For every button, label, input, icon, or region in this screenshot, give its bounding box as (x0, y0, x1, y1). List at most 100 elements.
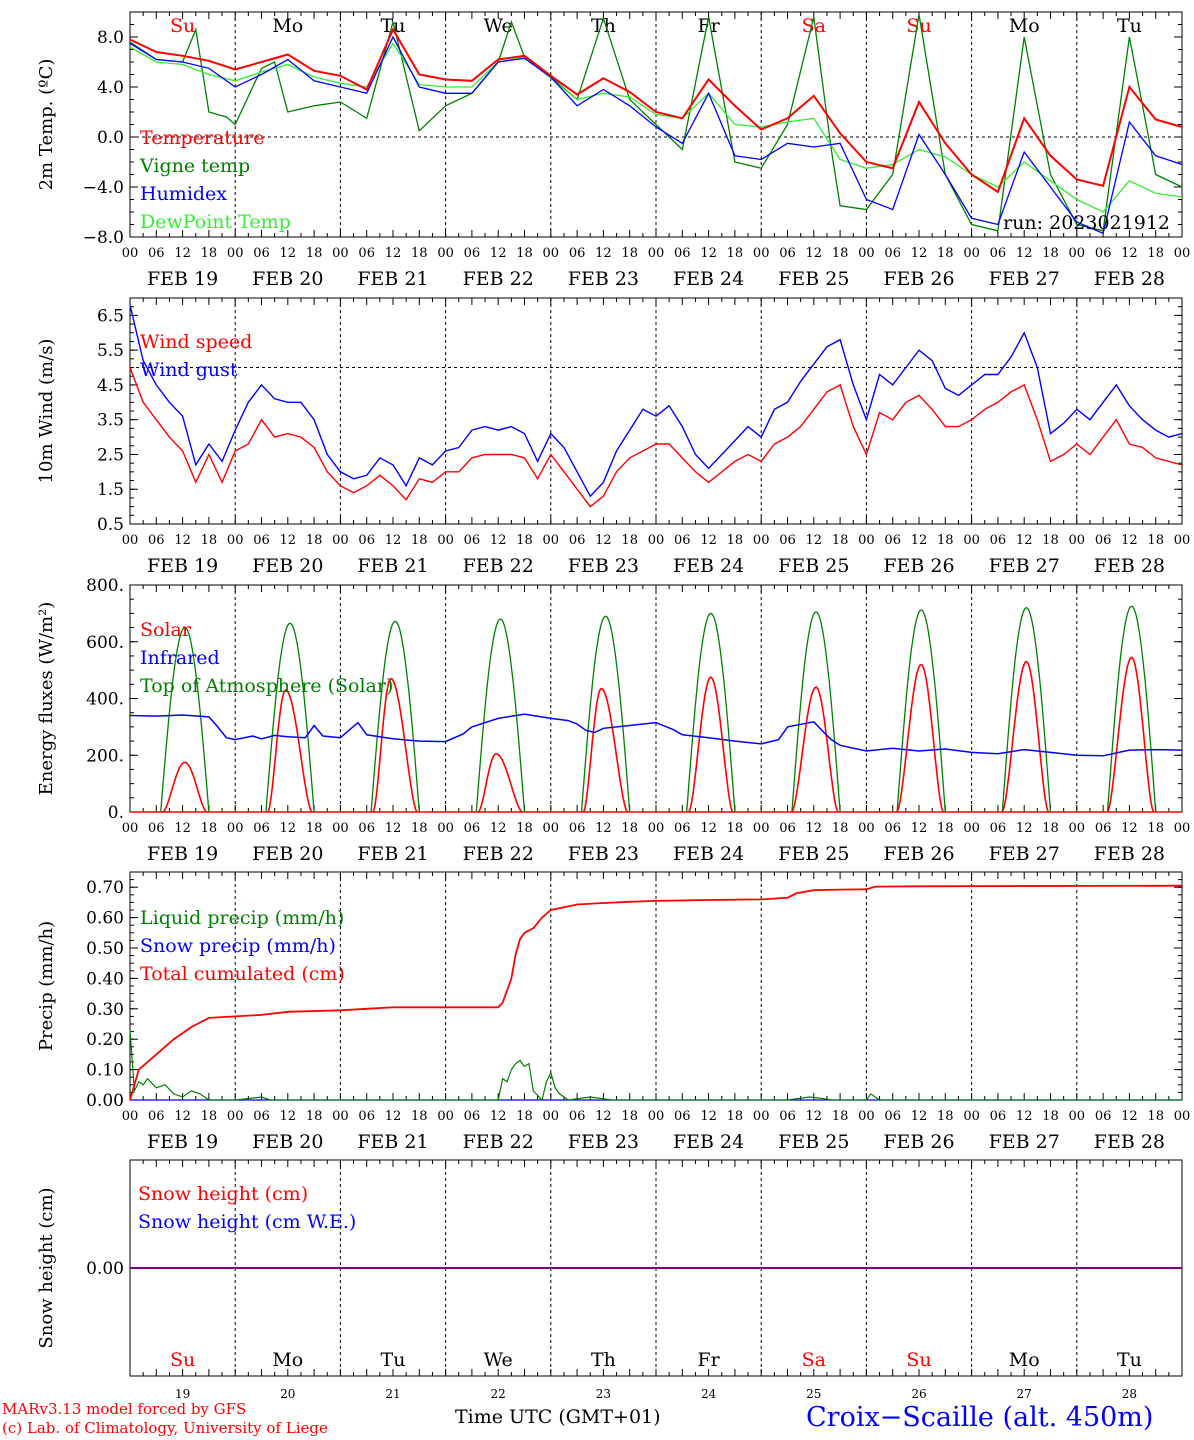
panel-5: 0.00 Snow height (cm) Snow height (cm) Snow… (36, 1159, 1183, 1401)
y-tick-label: 0.00 (86, 1259, 124, 1279)
hour-tick-label: 18 (411, 1109, 428, 1124)
hour-tick-label: 00 (753, 533, 770, 548)
weekday-label: Tu (381, 15, 406, 37)
series-line-temperature (129, 27, 1183, 194)
hour-tick-label: 18 (306, 821, 323, 836)
hour-tick-label: 18 (621, 246, 638, 261)
model-credit: MARv3.13 model forced by GFS (2, 1400, 247, 1418)
y-tick-label: 0.60 (86, 909, 124, 929)
hour-tick-label: 00 (227, 821, 244, 836)
hour-tick-label: 00 (543, 533, 560, 548)
energy-axis-label: Energy fluxes (W/m²) (36, 602, 57, 796)
hour-tick-label: 06 (674, 1109, 691, 1124)
hour-tick-label: 18 (516, 821, 533, 836)
weekday-label: Tu (381, 1349, 406, 1371)
weekday-label: Su (906, 1349, 931, 1371)
y-tick-label: 0.50 (86, 939, 124, 959)
hour-tick-label: 06 (884, 246, 901, 261)
hour-tick-label: 12 (280, 821, 297, 836)
legend-wind-gust: Wind gust (140, 359, 238, 381)
day-number-label: 26 (911, 1387, 926, 1401)
hour-tick-label: 06 (990, 821, 1007, 836)
toa-solar-curve (791, 611, 841, 813)
y-tick-label: 800. (86, 576, 124, 596)
y-tick-label: 1.5 (97, 480, 124, 500)
hour-tick-label: 06 (1095, 1109, 1112, 1124)
hour-tick-label: 18 (306, 246, 323, 261)
date-label: FEB 23 (568, 1131, 639, 1153)
hour-tick-label: 18 (937, 1109, 954, 1124)
snow-axis-label: Snow height (cm) (36, 1187, 57, 1348)
hour-tick-label: 00 (122, 533, 139, 548)
hour-tick-label: 00 (227, 1109, 244, 1124)
weekday-label: Su (170, 1349, 195, 1371)
weekday-label: Fr (697, 1349, 720, 1371)
hour-tick-label: 12 (1121, 1109, 1138, 1124)
toa-solar-curve (265, 622, 315, 813)
hour-tick-label: 12 (174, 246, 191, 261)
hour-tick-label: 00 (858, 821, 875, 836)
hour-tick-label: 18 (832, 533, 849, 548)
hour-tick-label: 06 (990, 246, 1007, 261)
hour-tick-label: 12 (280, 533, 297, 548)
hour-tick-label: 00 (122, 1109, 139, 1124)
hour-tick-label: 00 (963, 533, 980, 548)
hour-tick-label: 12 (806, 533, 823, 548)
date-label: FEB 25 (778, 268, 849, 290)
hour-tick-label: 12 (911, 533, 928, 548)
hour-tick-label: 18 (516, 246, 533, 261)
hour-tick-label: 00 (122, 821, 139, 836)
hour-tick-label: 12 (490, 821, 507, 836)
y-tick-label: 0.40 (86, 969, 124, 989)
hour-tick-label: 00 (753, 821, 770, 836)
hour-tick-label: 00 (1174, 533, 1191, 548)
date-label: FEB 23 (568, 843, 639, 865)
hour-tick-label: 12 (280, 1109, 297, 1124)
hour-tick-label: 06 (464, 246, 481, 261)
legend-humidex: Humidex (140, 183, 227, 205)
hour-tick-label: 12 (911, 1109, 928, 1124)
legend-vigne-temp: Vigne temp (139, 155, 250, 177)
hour-tick-label: 06 (779, 821, 796, 836)
hour-tick-label: 18 (832, 821, 849, 836)
hour-tick-label: 18 (1147, 533, 1164, 548)
hour-tick-label: 06 (884, 1109, 901, 1124)
hour-tick-label: 06 (674, 821, 691, 836)
hour-tick-label: 00 (648, 533, 665, 548)
hour-tick-label: 12 (385, 246, 402, 261)
hour-tick-label: 12 (700, 533, 717, 548)
hour-tick-label: 12 (806, 246, 823, 261)
hour-tick-label: 18 (1147, 1109, 1164, 1124)
hour-tick-label: 12 (911, 821, 928, 836)
date-label: FEB 22 (463, 843, 534, 865)
day-number-label: 19 (175, 1387, 190, 1401)
hour-tick-label: 00 (858, 1109, 875, 1124)
y-tick-label: 0.5 (97, 515, 124, 535)
y-tick-label: 4.0 (97, 78, 124, 98)
y-tick-label: 5.5 (97, 341, 124, 361)
hour-tick-label: 00 (648, 246, 665, 261)
weekday-label: Su (906, 15, 931, 37)
date-label: FEB 21 (357, 555, 428, 577)
hour-tick-label: 12 (1121, 533, 1138, 548)
panel-1: −8.0 −4.0 0.0 4.0 8.0 2m Temp. (ºC) 00 06 12 18 00… (36, 11, 1190, 290)
hour-tick-label: 06 (358, 821, 375, 836)
date-label: FEB 25 (778, 1131, 849, 1153)
hour-tick-label: 18 (937, 246, 954, 261)
date-label: FEB 21 (357, 1131, 428, 1153)
hour-tick-label: 18 (201, 246, 218, 261)
hour-tick-label: 12 (385, 533, 402, 548)
hour-tick-label: 00 (1069, 533, 1086, 548)
y-tick-label: 200. (86, 746, 124, 766)
hour-tick-label: 00 (858, 246, 875, 261)
y-tick-label: 0.70 (86, 878, 124, 898)
y-tick-label: 4.5 (97, 376, 124, 396)
hour-tick-label: 06 (569, 533, 586, 548)
weekday-label: Mo (272, 1349, 303, 1371)
lab-credit: (c) Lab. of Climatology, University of L… (2, 1419, 328, 1437)
hour-tick-label: 12 (1016, 533, 1033, 548)
toa-solar-curve (370, 620, 420, 813)
hour-tick-label: 06 (148, 246, 165, 261)
hour-tick-label: 06 (990, 1109, 1007, 1124)
date-label: FEB 27 (989, 1131, 1060, 1153)
